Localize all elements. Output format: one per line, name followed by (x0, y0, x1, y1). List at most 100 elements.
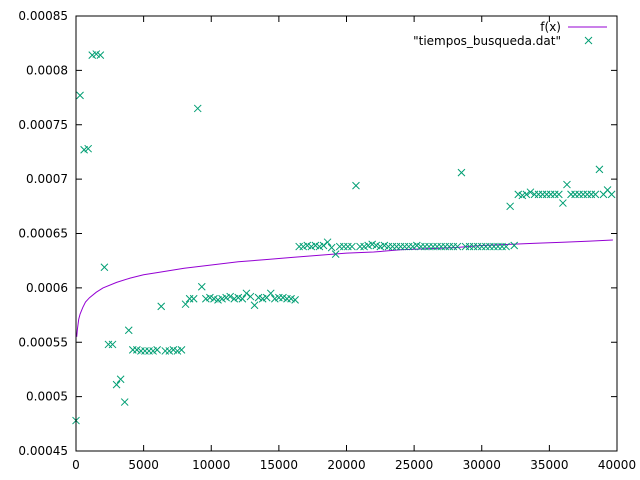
x-tick-label: 40000 (598, 458, 636, 472)
data-point (291, 295, 299, 304)
data-point (546, 190, 555, 199)
x-axis: 0 5000 10000 15000 20000 25000 30000 35000 40000 (72, 16, 636, 472)
data-point (153, 346, 162, 354)
data-point (181, 300, 190, 309)
legend-label-dat: "tiempos_busqueda.dat" (413, 34, 561, 48)
x-tick-label: 35000 (530, 458, 568, 472)
data-point (583, 190, 592, 199)
data-point (348, 242, 356, 251)
y-tick-label: 0.00085 (18, 9, 68, 23)
data-point (128, 346, 137, 354)
data-point (449, 242, 458, 251)
y-tick-label: 0.0006 (26, 281, 68, 295)
data-point (331, 250, 340, 259)
data-point (246, 292, 255, 301)
data-point (76, 91, 84, 100)
data-point (327, 243, 336, 252)
data-point (177, 346, 186, 354)
data-point (575, 190, 583, 199)
x-tick-label: 20000 (327, 458, 365, 472)
data-point (595, 165, 604, 174)
y-tick-label: 0.00045 (18, 444, 68, 458)
data-point (591, 190, 600, 199)
data-point (538, 190, 547, 199)
data-point (100, 263, 109, 272)
data-point (124, 326, 133, 335)
data-point (108, 340, 117, 349)
data-point (112, 380, 121, 389)
x-tick-label: 25000 (395, 458, 433, 472)
data-point (116, 375, 125, 384)
data-point (400, 242, 409, 251)
data-point (510, 241, 519, 250)
legend-label-fx: f(x) (540, 20, 561, 34)
data-point (141, 347, 149, 355)
data-point (238, 294, 247, 303)
data-point (534, 190, 543, 199)
data-point (587, 190, 596, 199)
data-point (579, 190, 588, 199)
data-point (161, 347, 170, 355)
data-point (550, 190, 559, 199)
data-point (197, 282, 206, 291)
plot-frame (75, 15, 618, 452)
data-point (441, 242, 450, 251)
data-point (494, 242, 502, 251)
data-point (250, 301, 259, 310)
x-tick-label: 0 (72, 458, 80, 472)
x-tick-label: 30000 (463, 458, 501, 472)
plot-area (72, 50, 616, 425)
y-tick-label: 0.0008 (26, 63, 68, 77)
data-point (457, 168, 466, 177)
data-point (242, 289, 251, 298)
data-point (526, 188, 535, 197)
data-point (453, 242, 462, 251)
data-point (356, 242, 364, 251)
data-point (319, 241, 328, 250)
data-point (571, 190, 579, 199)
data-point (429, 242, 437, 251)
data-point (445, 242, 454, 251)
data-point (226, 292, 235, 301)
data-point (84, 144, 93, 153)
data-point (104, 340, 113, 349)
legend-marker-dat (584, 36, 593, 45)
data-point (396, 242, 405, 251)
data-point (522, 190, 531, 199)
data-point (486, 242, 494, 251)
data-point (339, 242, 348, 251)
series-line-fx (76, 239, 613, 337)
data-point (490, 242, 498, 251)
data-point (189, 294, 198, 303)
y-tick-label: 0.00065 (18, 227, 68, 241)
data-point (559, 199, 567, 207)
x-tick-label: 15000 (260, 458, 298, 472)
data-point (335, 242, 344, 251)
data-point (506, 202, 515, 211)
data-point (473, 242, 482, 251)
data-point (563, 180, 571, 189)
legend: f(x) "tiempos_busqueda.dat" (413, 20, 607, 48)
data-point (120, 398, 129, 406)
data-point (96, 51, 105, 60)
data-point (502, 242, 510, 251)
data-point (554, 190, 563, 199)
data-point (266, 289, 275, 298)
data-point (498, 242, 506, 251)
data-point (388, 242, 397, 251)
data-point (185, 294, 194, 303)
data-point (607, 190, 616, 199)
data-point (481, 242, 490, 251)
data-point (157, 302, 166, 311)
data-point (323, 238, 332, 247)
y-tick-label: 0.00055 (18, 335, 68, 349)
y-axis: 0.00045 0.0005 0.00055 0.0006 0.00065 0.0007 0… (18, 9, 617, 458)
x-tick-label: 10000 (192, 458, 230, 472)
data-point (193, 104, 202, 113)
data-point (352, 181, 360, 190)
y-tick-label: 0.00075 (18, 118, 68, 132)
data-point (343, 242, 352, 251)
data-point (392, 242, 401, 251)
data-point (433, 242, 441, 251)
